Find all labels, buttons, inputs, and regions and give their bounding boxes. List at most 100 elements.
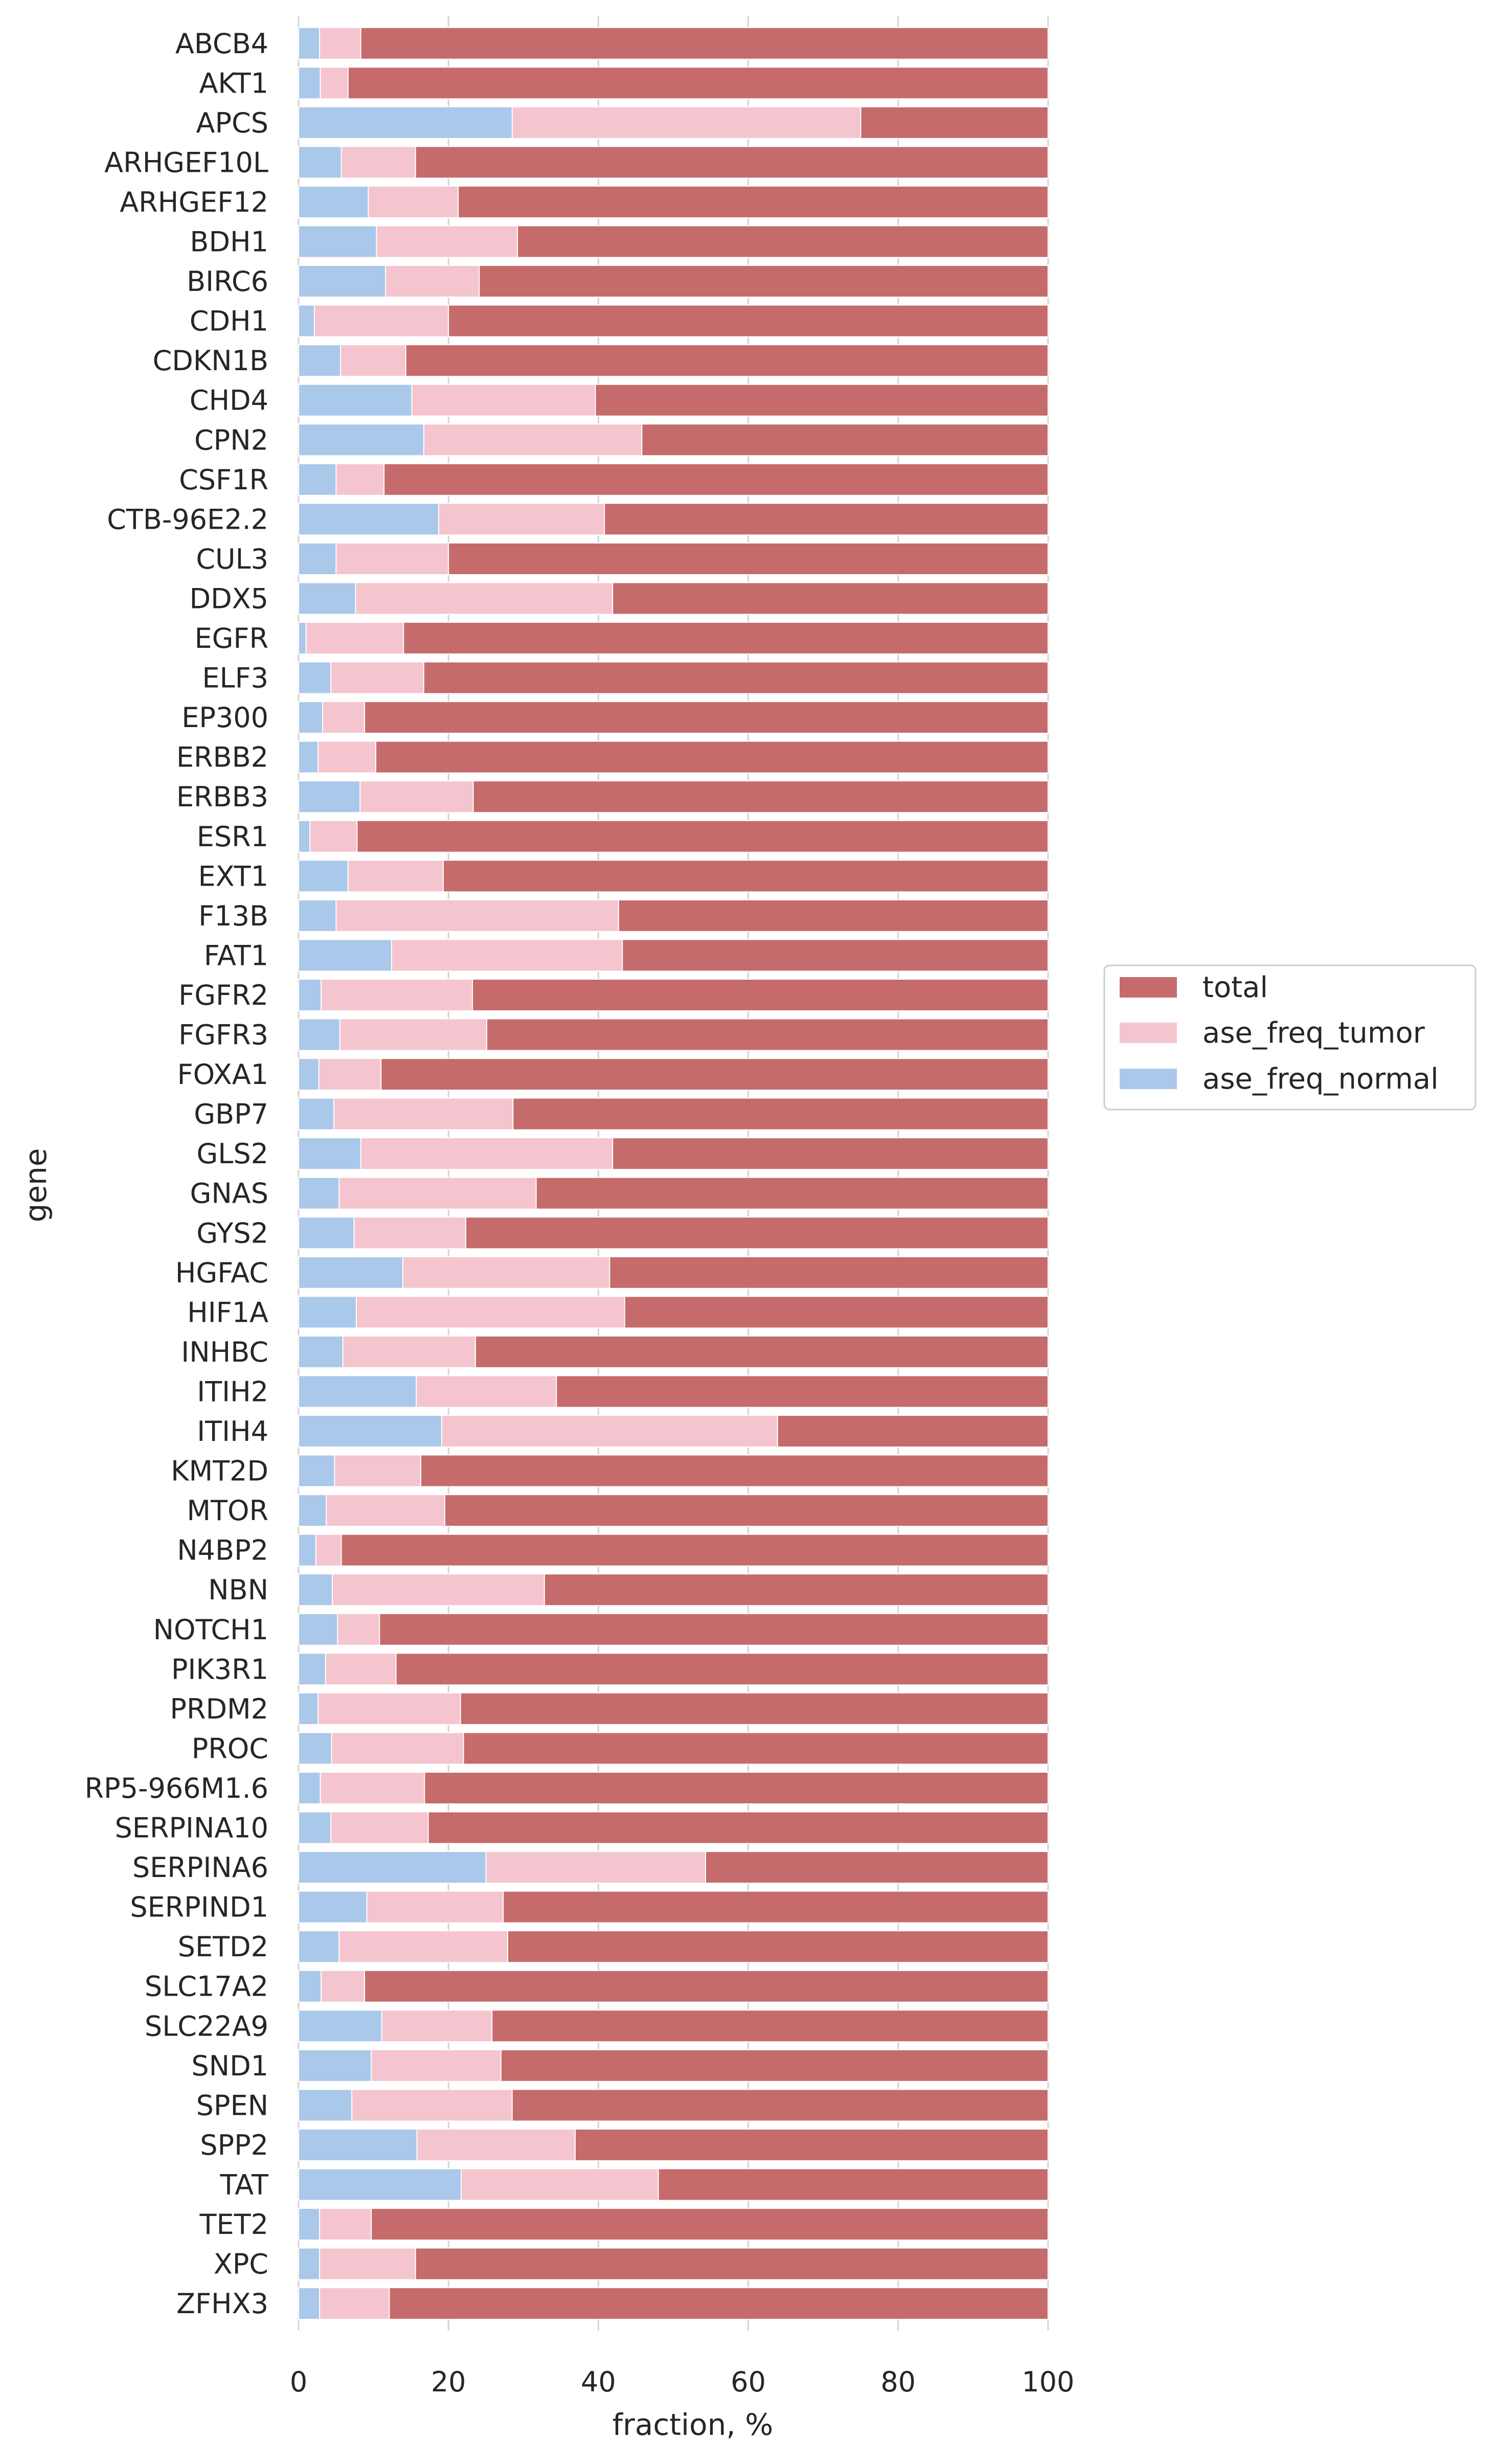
- y-tick-label-spp2: SPP2: [200, 2129, 268, 2161]
- bar-ase-freq-normal-kmt2d: [298, 1454, 335, 1487]
- bar-ase-freq-normal-bdh1: [298, 225, 377, 258]
- y-tick-label-cdkn1b: CDKN1B: [153, 345, 269, 377]
- bar-ase-freq-normal-spp2: [298, 2128, 418, 2161]
- bar-ase-freq-normal-hif1a: [298, 1296, 357, 1329]
- bar-ase-freq-normal-notch1: [298, 1613, 338, 1646]
- bar-ase-freq-normal-elf3: [298, 661, 332, 694]
- bar-ase-freq-normal-zfhx3: [298, 2287, 321, 2320]
- bar-ase-freq-normal-prdm2: [298, 1692, 319, 1725]
- bar-ase-freq-normal-erbb2: [298, 740, 319, 774]
- bar-ase-freq-normal-cdh1: [298, 304, 315, 337]
- y-tick-label-apcs: APCS: [196, 107, 269, 139]
- y-tick-label-serpind1: SERPIND1: [130, 1891, 268, 1924]
- bar-ase-freq-normal-ext1: [298, 860, 349, 893]
- y-tick-label-kmt2d: KMT2D: [171, 1455, 268, 1487]
- x-tick-label-60: 60: [731, 2366, 766, 2398]
- y-tick-label-ext1: EXT1: [198, 860, 268, 892]
- x-tick-label-0: 0: [290, 2366, 307, 2398]
- bar-ase-freq-normal-fgfr3: [298, 1018, 340, 1051]
- bar-total-zfhx3: [298, 2287, 1049, 2320]
- y-axis-label: gene: [18, 1148, 53, 1223]
- bar-ase-freq-normal-itih2: [298, 1375, 417, 1408]
- y-tick-label-spen: SPEN: [196, 2089, 268, 2121]
- bar-ase-freq-normal-slc17a2: [298, 1970, 322, 2003]
- y-tick-label-inhbc: INHBC: [181, 1336, 268, 1368]
- bar-ase-freq-normal-itih4: [298, 1415, 443, 1448]
- bar-ase-freq-normal-gnas: [298, 1177, 340, 1210]
- y-tick-label-elf3: ELF3: [202, 662, 268, 694]
- bar-ase-freq-normal-serpina10: [298, 1811, 332, 1844]
- bar-total-kmt2d: [298, 1454, 1049, 1487]
- y-tick-label-foxa1: FOXA1: [177, 1058, 268, 1091]
- bar-ase-freq-normal-cdkn1b: [298, 344, 342, 377]
- bar-ase-freq-normal-egfr: [298, 622, 307, 655]
- bar-ase-freq-normal-serpind1: [298, 1890, 368, 1924]
- y-tick-label-tat: TAT: [219, 2168, 269, 2201]
- bar-ase-freq-normal-arhgef12: [298, 185, 369, 218]
- y-tick-label-prdm2: PRDM2: [170, 1693, 268, 1725]
- y-tick-label-mtor: MTOR: [187, 1495, 268, 1527]
- bar-total-ep300: [298, 701, 1049, 734]
- bar-ase-freq-normal-serpina6: [298, 1851, 487, 1884]
- bar-total-csf1r: [298, 463, 1049, 496]
- y-tick-label-hif1a: HIF1A: [187, 1296, 268, 1328]
- bar-ase-freq-normal-gys2: [298, 1216, 355, 1250]
- y-tick-label-notch1: NOTCH1: [153, 1614, 268, 1646]
- bar-ase-freq-normal-akt1: [298, 66, 321, 100]
- bar-total-notch1: [298, 1613, 1049, 1646]
- y-tick-label-abcb4: ABCB4: [175, 28, 268, 60]
- y-tick-label-fgfr3: FGFR3: [178, 1019, 268, 1051]
- x-axis-label: fraction, %: [612, 2407, 774, 2442]
- bar-ase-freq-normal-snd1: [298, 2049, 372, 2082]
- y-tick-label-serpina6: SERPINA6: [132, 1851, 268, 1884]
- bar-ase-freq-normal-setd2: [298, 1930, 340, 1963]
- y-tick-label-chd4: CHD4: [190, 385, 268, 417]
- bar-ase-freq-normal-gbp7: [298, 1097, 334, 1131]
- bar-ase-freq-normal-inhbc: [298, 1335, 344, 1368]
- bar-ase-freq-normal-fgfr2: [298, 978, 322, 1011]
- bar-ase-freq-normal-ep300: [298, 701, 323, 734]
- y-tick-label-gls2: GLS2: [196, 1138, 268, 1170]
- y-tick-label-pik3r1: PIK3R1: [171, 1653, 268, 1685]
- bar-ase-freq-normal-pik3r1: [298, 1653, 326, 1686]
- y-tick-label-ddx5: DDX5: [189, 582, 268, 615]
- y-tick-label-erbb3: ERBB3: [176, 781, 268, 813]
- bar-ase-freq-normal-mtor: [298, 1494, 327, 1527]
- bar-total-arhgef10l: [298, 146, 1049, 179]
- bar-ase-freq-normal-slc22a9: [298, 2009, 382, 2043]
- legend-label-total: total: [1202, 971, 1268, 1004]
- bar-ase-freq-normal-n4bp2: [298, 1533, 316, 1567]
- bar-ase-freq-tumor-nbn: [298, 1573, 545, 1607]
- x-tick-label-20: 20: [431, 2366, 466, 2398]
- bar-total-egfr: [298, 622, 1049, 655]
- bar-ase-freq-normal-rp5-966m1-6: [298, 1771, 321, 1804]
- bar-ase-freq-normal-hgfac: [298, 1256, 403, 1289]
- bar-ase-freq-normal-foxa1: [298, 1058, 320, 1091]
- y-tick-label-fgfr2: FGFR2: [178, 979, 268, 1011]
- y-tick-label-gnas: GNAS: [190, 1178, 268, 1210]
- bar-total-pik3r1: [298, 1653, 1049, 1686]
- legend-swatch-ase-freq-tumor: [1120, 1023, 1177, 1043]
- bar-ase-freq-normal-nbn: [298, 1573, 333, 1607]
- y-tick-label-birc6: BIRC6: [187, 265, 268, 298]
- bar-ase-freq-normal-arhgef10l: [298, 146, 342, 179]
- y-tick-label-erbb2: ERBB2: [176, 741, 268, 774]
- x-tick-label-100: 100: [1021, 2366, 1074, 2398]
- bar-ase-freq-normal-gls2: [298, 1137, 361, 1170]
- bar-ase-freq-normal-abcb4: [298, 27, 321, 60]
- y-tick-label-gbp7: GBP7: [194, 1098, 268, 1131]
- bar-ase-freq-normal-chd4: [298, 383, 413, 417]
- bar-ase-freq-normal-ctb-96e2-2: [298, 503, 440, 536]
- y-tick-label-cpn2: CPN2: [194, 424, 268, 456]
- x-tick-label-40: 40: [581, 2366, 616, 2398]
- bar-total-cdkn1b: [298, 344, 1049, 377]
- bar-ase-freq-normal-cul3: [298, 542, 337, 575]
- legend-label-ase-freq-tumor: ase_freq_tumor: [1202, 1016, 1425, 1050]
- bar-total-akt1: [298, 66, 1049, 100]
- y-tick-label-snd1: SND1: [191, 2050, 268, 2082]
- bar-ase-freq-normal-xpc: [298, 2247, 321, 2280]
- bar-ase-freq-normal-birc6: [298, 265, 387, 298]
- y-tick-label-fat1: FAT1: [204, 939, 268, 971]
- legend-frame: [1103, 964, 1477, 1111]
